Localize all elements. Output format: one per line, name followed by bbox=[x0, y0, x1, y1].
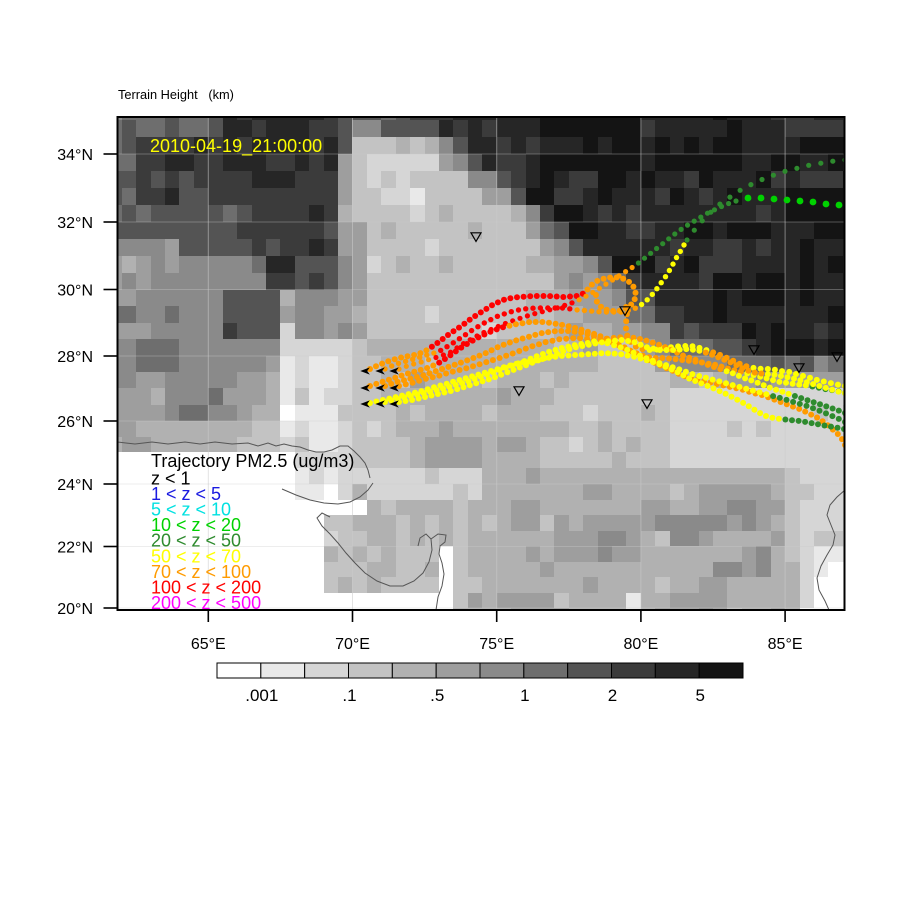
svg-text:24°N: 24°N bbox=[57, 477, 93, 494]
svg-text:2010-04-19_21:00:00: 2010-04-19_21:00:00 bbox=[150, 136, 322, 157]
svg-text:32°N: 32°N bbox=[57, 215, 93, 232]
svg-text:1: 1 bbox=[520, 686, 529, 705]
svg-text:22°N: 22°N bbox=[57, 539, 93, 556]
svg-text:20°N: 20°N bbox=[57, 601, 93, 618]
svg-text:70 < z < 100: 70 < z < 100 bbox=[151, 562, 251, 582]
svg-text:200 < z < 500: 200 < z < 500 bbox=[151, 593, 261, 613]
svg-text:1 < z < 5: 1 < z < 5 bbox=[151, 484, 221, 504]
svg-text:34°N: 34°N bbox=[57, 147, 93, 164]
svg-text:30°N: 30°N bbox=[57, 282, 93, 299]
svg-text:20 < z < 50: 20 < z < 50 bbox=[151, 531, 241, 551]
svg-text:Terrain Height (km): Terrain Height (km) bbox=[118, 87, 234, 102]
svg-text:.5: .5 bbox=[430, 686, 444, 705]
svg-text:2: 2 bbox=[608, 686, 617, 705]
svg-text:Trajectory PM2.5 (ug/m3): Trajectory PM2.5 (ug/m3) bbox=[151, 451, 354, 471]
svg-text:5: 5 bbox=[695, 686, 704, 705]
svg-text:28°N: 28°N bbox=[57, 349, 93, 366]
svg-text:75°E: 75°E bbox=[479, 636, 514, 653]
svg-text:10 < z < 20: 10 < z < 20 bbox=[151, 515, 241, 535]
svg-text:z < 1: z < 1 bbox=[151, 468, 191, 488]
svg-text:.001: .001 bbox=[245, 686, 278, 705]
svg-text:.1: .1 bbox=[342, 686, 356, 705]
svg-text:100 < z < 200: 100 < z < 200 bbox=[151, 577, 261, 597]
svg-text:80°E: 80°E bbox=[623, 636, 658, 653]
svg-text:85°E: 85°E bbox=[768, 636, 803, 653]
svg-text:26°N: 26°N bbox=[57, 414, 93, 431]
svg-text:70°E: 70°E bbox=[335, 636, 370, 653]
svg-text:65°E: 65°E bbox=[191, 636, 226, 653]
svg-text:50 < z < 70: 50 < z < 70 bbox=[151, 546, 241, 566]
svg-text:5 < z < 10: 5 < z < 10 bbox=[151, 500, 231, 520]
